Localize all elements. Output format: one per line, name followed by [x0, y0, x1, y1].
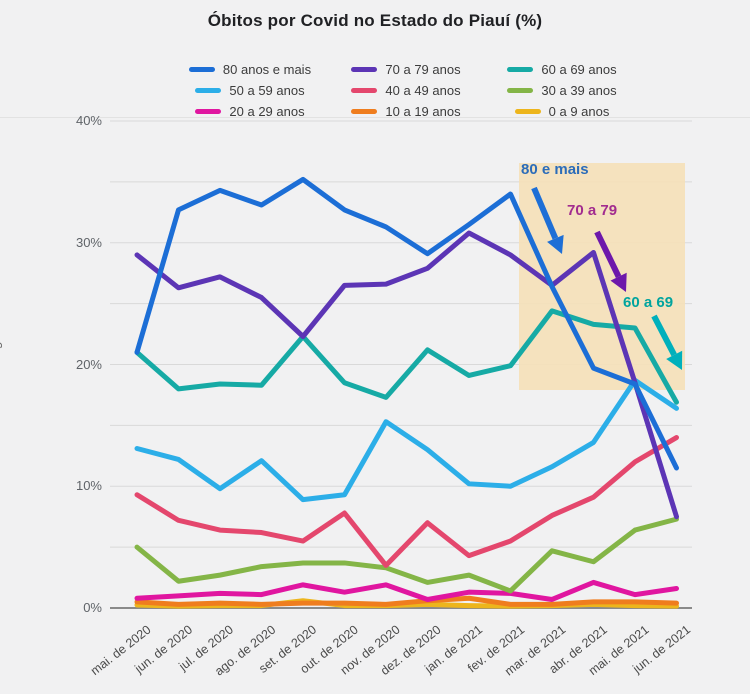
legend-swatch-60-69 — [507, 67, 534, 72]
series-line-20-29 — [134, 579, 679, 602]
legend-item-40-49: 40 a 49 anos — [328, 81, 484, 100]
legend-swatch-10-19 — [351, 109, 378, 114]
annotation-arrow-60-69 — [651, 314, 677, 357]
legend-item-80-mais: 80 anos e mais — [172, 60, 328, 79]
series-line-30-39 — [134, 516, 679, 594]
legend-label: 80 anos e mais — [222, 62, 312, 77]
legend-item-70-79: 70 a 79 anos — [328, 60, 484, 79]
legend-swatch-50-59 — [195, 88, 222, 93]
legend-label: 50 a 59 anos — [229, 83, 305, 98]
divider-line — [0, 117, 750, 118]
legend-item-0-9: 0 a 9 anos — [484, 102, 640, 121]
annotation-arrowhead-60-69 — [666, 350, 683, 370]
legend-item-20-29: 20 a 29 anos — [172, 102, 328, 121]
legend-label: 40 a 49 anos — [385, 83, 461, 98]
chart-title: Óbitos por Covid no Estado do Piauí (%) — [207, 11, 543, 30]
legend: 80 anos e mais 70 a 79 anos 60 a 69 anos 50… — [172, 60, 640, 121]
annotation-arrowhead-80-mais — [547, 234, 564, 254]
series-line-80-mais — [134, 176, 679, 471]
legend-item-50-59: 50 a 59 anos — [172, 81, 328, 100]
series-line-50-59 — [134, 377, 679, 503]
legend-item-30-39: 30 a 39 anos — [484, 81, 640, 100]
legend-swatch-40-49 — [351, 88, 378, 93]
annotation-arrow-80-mais — [531, 186, 559, 240]
legend-swatch-30-39 — [507, 88, 534, 93]
legend-label: 60 a 69 anos — [541, 62, 617, 77]
annotation-arrow-70-79 — [594, 230, 622, 278]
legend-item-60-69: 60 a 69 anos — [484, 60, 640, 79]
legend-item-10-19: 10 a 19 anos — [328, 102, 484, 121]
series-line-60-69 — [134, 308, 679, 405]
legend-label: 10 a 19 anos — [385, 104, 461, 119]
series-line-40-49 — [134, 435, 679, 568]
legend-swatch-80-mais — [188, 67, 215, 72]
legend-label: 0 a 9 anos — [548, 104, 610, 119]
annotation-arrowhead-70-79 — [610, 272, 627, 292]
legend-label: 70 a 79 anos — [385, 62, 461, 77]
legend-label: 20 a 29 anos — [229, 104, 305, 119]
legend-swatch-70-79 — [351, 67, 378, 72]
legend-swatch-0-9 — [514, 109, 541, 114]
series-line-10-19 — [134, 595, 679, 607]
legend-swatch-20-29 — [195, 109, 222, 114]
series-line-70-79 — [134, 230, 679, 520]
legend-label: 30 a 39 anos — [541, 83, 617, 98]
